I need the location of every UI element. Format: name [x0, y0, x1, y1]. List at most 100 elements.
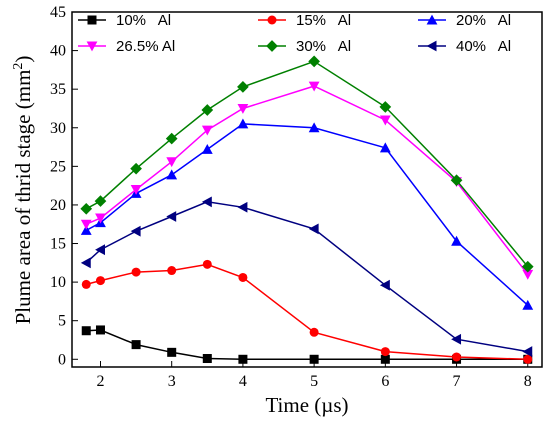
y-tick-label: 25 [50, 158, 66, 175]
data-point [238, 272, 248, 282]
data-point [80, 202, 93, 215]
x-axis-title: Time (µs) [265, 393, 348, 417]
data-point [95, 213, 106, 224]
series-1 [81, 325, 533, 364]
data-point [237, 118, 249, 129]
data-point [130, 185, 142, 195]
data-point [267, 15, 277, 25]
x-tick-label: 4 [239, 373, 247, 390]
data-point [81, 326, 91, 336]
data-point [166, 169, 178, 180]
data-point [237, 81, 249, 93]
x-tick-label: 5 [310, 373, 318, 390]
data-point [309, 327, 319, 337]
y-tick-label: 35 [50, 81, 66, 98]
data-point [201, 125, 213, 136]
data-point [237, 201, 248, 213]
series-5 [80, 55, 534, 273]
series-4 [80, 81, 534, 280]
data-point [201, 143, 213, 154]
data-point [94, 195, 107, 207]
data-point [450, 174, 463, 187]
data-point [522, 269, 534, 280]
series-line [85, 60, 529, 268]
data-point [87, 15, 97, 25]
data-point [379, 142, 391, 153]
legend-item: 10% Al [78, 12, 171, 29]
x-tick-label: 8 [524, 373, 532, 390]
legend-item: 30% Al [258, 38, 351, 55]
data-point [523, 354, 533, 364]
data-point [95, 276, 105, 286]
data-point [309, 354, 319, 364]
y-tick-label: 45 [50, 4, 66, 21]
series-line [85, 85, 529, 275]
data-point [238, 354, 248, 364]
legend-item: 20% Al [418, 12, 511, 29]
data-point [452, 352, 462, 362]
series-line [86, 263, 528, 361]
series-line [86, 329, 528, 361]
data-point [167, 266, 177, 276]
data-point [86, 41, 98, 52]
legend-item: 40% Al [418, 38, 511, 55]
data-point [166, 157, 178, 168]
data-point [426, 40, 437, 52]
series-line [85, 123, 529, 306]
y-tick-label: 20 [50, 197, 66, 214]
series-line [85, 201, 528, 353]
x-tick-label: 6 [381, 373, 389, 390]
data-point [201, 196, 212, 208]
data-point [202, 354, 212, 364]
series-layer [80, 55, 534, 364]
data-point [202, 259, 212, 269]
data-point [80, 257, 91, 269]
data-point [266, 40, 278, 52]
x-tick-label: 2 [96, 373, 104, 390]
data-point [380, 347, 390, 357]
y-tick-label: 40 [50, 43, 66, 60]
data-point [130, 225, 141, 237]
data-point [201, 104, 214, 116]
legend-label: 26.5% Al [116, 38, 175, 55]
x-tick-label: 7 [453, 373, 461, 390]
y-tick-label: 15 [50, 236, 66, 253]
data-point [308, 55, 320, 68]
data-point [451, 333, 462, 345]
series-3 [80, 118, 534, 310]
x-tick-label: 3 [168, 373, 176, 390]
legend-label: 10% Al [116, 12, 171, 29]
y-tick-label: 10 [50, 274, 66, 291]
data-point [166, 211, 177, 222]
data-point [308, 223, 319, 235]
data-point [167, 347, 177, 357]
y-axis-title: Plume area of thrid stage (mm2) [11, 56, 35, 325]
data-point [165, 132, 178, 145]
y-tick-label: 5 [58, 313, 66, 330]
legend-label: 40% Al [456, 38, 511, 55]
data-point [130, 162, 142, 175]
data-point [80, 219, 92, 230]
data-point [308, 81, 320, 92]
legend-item: 15% Al [258, 12, 351, 29]
data-point [522, 346, 533, 357]
data-point [81, 279, 91, 289]
y-tick-label: 30 [50, 120, 66, 137]
data-point [95, 244, 105, 256]
data-point [379, 115, 391, 126]
legend-label: 20% Al [456, 12, 511, 29]
data-point [237, 103, 249, 114]
data-point [426, 14, 438, 25]
plot-frame [71, 11, 543, 368]
data-point [380, 354, 390, 364]
legend: 10% Al 15% Al 20% Al 26.5% Al 30% Al 40% Al [78, 12, 511, 55]
y-tick-label: 0 [58, 351, 66, 368]
legend-item: 26.5% Al [78, 38, 175, 55]
series-2 [81, 259, 533, 364]
data-point [522, 299, 534, 310]
series-6 [80, 196, 533, 357]
data-point [379, 279, 390, 291]
data-point [308, 122, 320, 133]
